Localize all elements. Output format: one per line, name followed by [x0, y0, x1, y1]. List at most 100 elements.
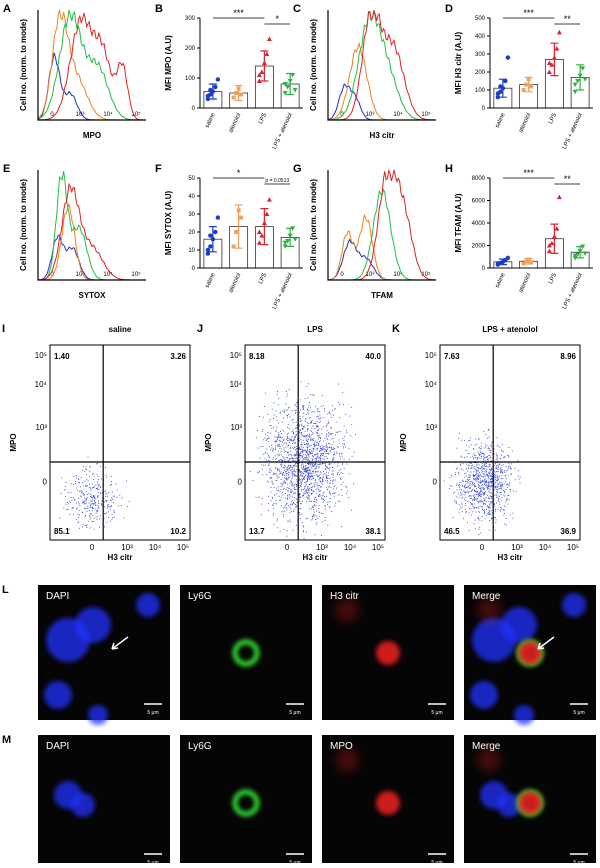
event [290, 469, 292, 471]
event [310, 452, 312, 454]
event [339, 417, 341, 419]
event [288, 468, 290, 470]
event [108, 492, 110, 493]
event [85, 500, 87, 502]
event [84, 503, 86, 505]
event [327, 453, 328, 455]
event [315, 523, 317, 525]
event [319, 434, 321, 436]
event [276, 437, 278, 439]
event [299, 453, 301, 454]
event [493, 473, 495, 475]
event [113, 496, 115, 497]
event [293, 509, 295, 511]
event [82, 482, 83, 484]
event [318, 491, 320, 492]
event [485, 485, 487, 487]
event [97, 488, 98, 490]
x-tick-label: 10³ [366, 272, 375, 278]
event [270, 487, 272, 488]
event [276, 426, 278, 428]
event [300, 423, 302, 425]
event [74, 481, 76, 482]
event [313, 395, 315, 396]
event [349, 415, 351, 417]
y-tick-label: 10 [188, 248, 195, 254]
event [489, 489, 491, 491]
event [311, 440, 313, 442]
event [477, 467, 479, 468]
event [481, 479, 483, 481]
event [500, 471, 502, 473]
event [315, 464, 317, 466]
event [312, 444, 314, 446]
event [338, 383, 339, 385]
event [71, 499, 73, 501]
event [503, 483, 505, 485]
event [257, 471, 259, 473]
event [108, 517, 110, 518]
event [469, 491, 471, 493]
event [284, 506, 286, 508]
event [491, 493, 493, 494]
event [126, 480, 127, 482]
data-point [210, 237, 216, 242]
event [500, 509, 502, 511]
event [289, 494, 290, 496]
event [281, 433, 282, 434]
event [283, 457, 285, 459]
event [299, 459, 300, 461]
event [288, 406, 290, 408]
event [476, 498, 478, 500]
event [88, 520, 90, 522]
event [489, 469, 491, 470]
event [315, 481, 317, 483]
event [324, 462, 326, 464]
event [70, 502, 71, 503]
background-stain [335, 748, 359, 772]
event [265, 440, 267, 441]
x-tick-label: 10⁴ [393, 111, 403, 118]
event [494, 510, 496, 512]
event [94, 503, 96, 505]
event [318, 458, 320, 459]
event [294, 465, 295, 467]
event [97, 476, 99, 477]
event [265, 433, 266, 435]
event [106, 521, 108, 523]
event [292, 503, 294, 505]
event [89, 518, 91, 520]
event [278, 445, 280, 447]
event [479, 501, 481, 502]
event [469, 456, 471, 458]
event [302, 416, 304, 418]
event [507, 475, 509, 477]
event [82, 500, 84, 502]
event [327, 502, 329, 503]
event [294, 493, 296, 495]
event [493, 503, 495, 505]
event [276, 436, 278, 438]
event [267, 434, 269, 436]
event [490, 479, 491, 481]
event [322, 454, 324, 456]
event [316, 432, 318, 434]
event [322, 463, 324, 465]
y-tick-label: 30 [188, 212, 195, 218]
event [93, 496, 95, 498]
event [288, 458, 290, 460]
event [491, 501, 493, 503]
event [486, 479, 488, 481]
event [480, 456, 482, 457]
event [302, 405, 304, 407]
event [488, 501, 490, 503]
event [306, 422, 308, 423]
event [304, 430, 306, 432]
event [324, 408, 325, 410]
event [458, 512, 460, 514]
histogram-curve [327, 41, 436, 121]
event [283, 447, 285, 449]
event [273, 402, 275, 404]
event [484, 488, 485, 490]
event [304, 454, 306, 456]
